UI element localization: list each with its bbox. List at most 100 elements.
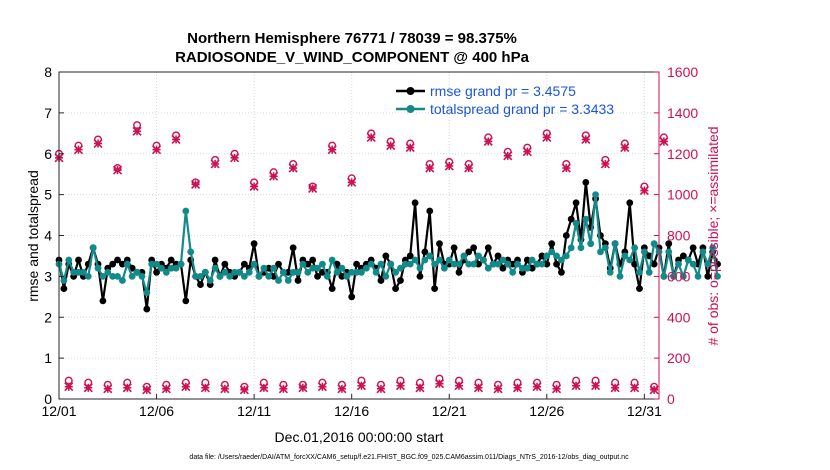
assimilated-obs-marker [561,163,571,173]
data-point [148,260,156,268]
assimilated-obs-marker [337,384,347,394]
assimilated-obs-marker [239,385,249,395]
data-point [255,272,263,280]
data-point [319,260,326,268]
assimilated-obs-marker [122,383,132,393]
data-point [275,277,282,284]
data-point [665,240,673,248]
assimilated-obs-marker [464,163,474,173]
data-point [211,256,219,264]
y-left-axis-ticks: 0 1 2 3 4 5 6 7 8 [44,64,64,407]
data-point [65,256,73,264]
data-point [104,268,112,276]
data-point [543,252,551,260]
assimilated-obs-marker [610,383,620,393]
assimilated-obs-marker [200,383,210,393]
data-point [626,199,634,207]
data-point [679,272,687,280]
data-point [245,268,253,276]
assimilated-obs-marker [83,383,93,393]
data-point [670,272,678,280]
assimilated-obs-marker [103,384,113,394]
data-point [553,260,560,268]
y-right-axis-ticks: 0 200 400 600 800 1000 1200 1400 1600 [654,64,698,407]
assimilated-obs-marker [620,143,630,153]
data-point [99,272,107,280]
assimilated-obs-marker [93,138,103,149]
legend-rmse-marker [406,87,415,95]
data-point [582,178,590,186]
data-point [548,248,556,256]
data-point [143,289,151,297]
data-point [197,272,204,280]
data-point [338,272,346,280]
data-point [699,248,707,256]
assimilated-obs-marker [317,382,327,392]
data-point [572,219,580,227]
assimilated-obs-marker [473,383,484,393]
assimilated-obs-marker [278,384,288,394]
data-point [450,244,458,252]
data-point [221,268,229,276]
data-point [567,244,575,252]
data-point [406,252,414,260]
data-point [128,272,136,280]
data-point [509,268,517,276]
data-point [587,240,595,248]
data-point [689,260,697,268]
assimilated-obs-marker [600,159,610,169]
assimilated-obs-marker [571,381,581,391]
data-point [309,256,317,264]
data-point [221,260,229,268]
y-left-tick-label: 6 [44,146,52,162]
data-point [631,244,639,252]
data-point [494,260,502,268]
data-point [528,264,536,272]
assimilated-obs-marker [191,179,201,189]
assimilated-obs-marker [210,159,220,169]
data-point [275,260,282,268]
data-point [650,240,658,248]
legend-totalspread-marker [406,105,415,113]
data-point [562,252,570,260]
data-point [260,264,268,272]
assimilated-obs-marker [298,383,308,393]
data-point [543,260,551,268]
data-point [382,252,390,260]
assimilated-obs-marker [444,161,454,171]
assimilated-obs-marker [132,126,142,136]
y-right-tick-label: 1200 [667,146,698,162]
assimilated-obs-marker [493,384,503,394]
data-point [416,272,424,280]
data-point [401,260,409,268]
data-point [192,272,199,280]
assimilated-obs-marker [415,383,425,393]
data-point [411,199,419,207]
assimilated-obs-marker [161,384,171,394]
y-left-tick-label: 3 [44,268,52,284]
data-point [119,260,126,268]
assimilated-obs-marker [142,385,152,395]
data-point [650,260,658,268]
data-point [460,252,468,260]
data-point [70,268,78,276]
data-point [284,277,292,284]
data-point [167,264,175,272]
x-axis-label: Dec.01,2016 00:00:00 start [275,429,444,445]
data-point [377,277,385,284]
data-point [455,268,463,276]
data-point [636,268,643,276]
data-point [265,264,273,272]
data-point [553,252,560,260]
assimilated-obs-marker [395,381,406,391]
data-point [665,248,673,256]
y-left-tick-label: 8 [44,64,52,80]
data-point [270,264,278,272]
data-point [162,268,170,276]
data-point [211,264,219,272]
data-point [489,260,497,268]
data-point [621,252,629,260]
data-point [89,244,97,252]
data-point [226,272,234,280]
assimilated-obs-marker [454,381,464,391]
